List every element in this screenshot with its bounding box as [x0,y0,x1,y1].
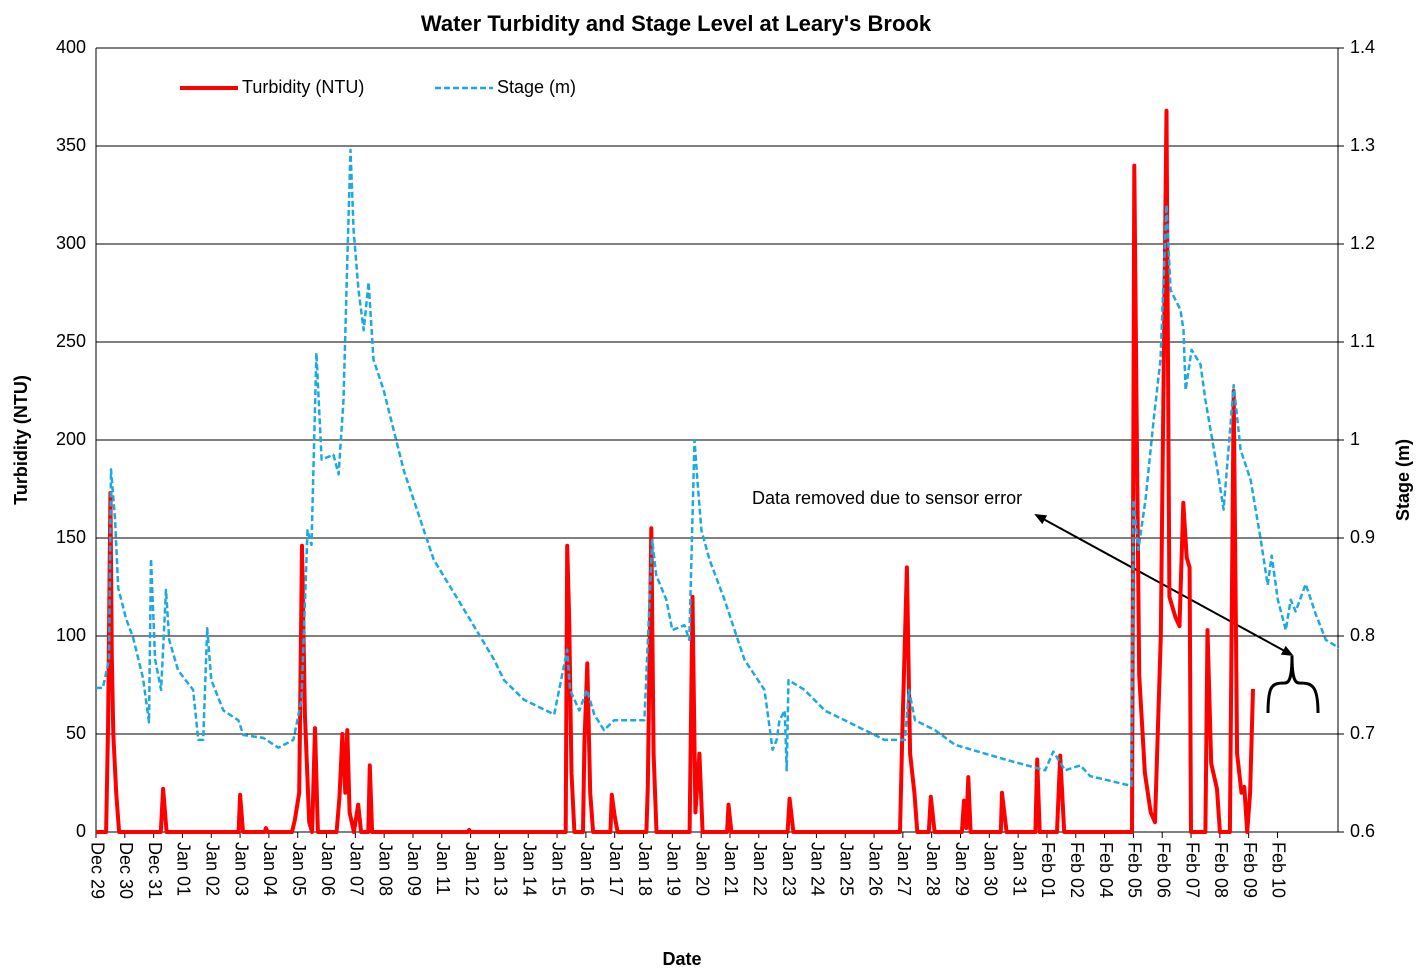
x-tick-label: Jan 22 [750,842,770,896]
x-tick-label: Jan 05 [289,842,309,896]
chart-title: Water Turbidity and Stage Level at Leary… [421,11,932,36]
x-tick-label: Jan 19 [664,842,684,896]
x-tick-label: Jan 06 [318,842,338,896]
x-tick-label: Jan 25 [836,842,856,896]
y-tick-label: 350 [56,135,86,155]
x-tick-label: Jan 20 [692,842,712,896]
x-tick-label: Jan 29 [952,842,972,896]
x-tick-label: Feb 04 [1096,842,1116,898]
x-tick-label: Jan 28 [923,842,943,896]
x-tick-label: Jan 26 [865,842,885,896]
y2-tick-label: 1.2 [1350,233,1375,253]
legend-label: Stage (m) [497,77,576,97]
series-line [96,108,1255,834]
x-tick-label: Jan 12 [462,842,482,896]
x-tick-label: Jan 03 [231,842,251,896]
annotation: Data removed due to sensor error [752,488,1022,508]
x-tick-label: Jan 01 [174,842,194,896]
x-axis-label: Date [662,949,701,969]
x-tick-label: Feb 01 [1038,842,1058,898]
y2-tick-label: 1 [1350,429,1360,449]
x-tick-label: Jan 21 [721,842,741,896]
y2-tick-label: 1.1 [1350,331,1375,351]
x-tick-label: Feb 07 [1182,842,1202,898]
x-tick-label: Jan 02 [203,842,223,896]
x-tick-label: Jan 15 [548,842,568,896]
x-tick-label: Jan 24 [808,842,828,896]
x-tick-label: Jan 14 [520,842,540,896]
y-tick-label: 250 [56,331,86,351]
y-axis-label: Turbidity (NTU) [11,375,31,505]
x-tick-label: Dec 30 [116,842,136,899]
x-tick-label: Jan 17 [606,842,626,896]
x-tick-label: Feb 06 [1153,842,1173,898]
y2-tick-label: 1.3 [1350,135,1375,155]
y-tick-label: 100 [56,625,86,645]
y-tick-label: 200 [56,429,86,449]
y2-tick-label: 0.6 [1350,821,1375,841]
x-tick-label: Jan 09 [404,842,424,896]
x-tick-label: Jan 11 [433,842,453,895]
x-tick-label: Jan 16 [577,842,597,896]
x-tick-label: Feb 05 [1125,842,1145,898]
y2-tick-label: 0.7 [1350,723,1375,743]
y2-tick-label: 0.9 [1350,527,1375,547]
x-tick-label: Feb 08 [1211,842,1231,898]
x-tick-label: Feb 09 [1240,842,1260,898]
x-tick-label: Dec 31 [145,842,165,899]
x-tick-label: Jan 08 [375,842,395,896]
x-tick-label: Jan 13 [491,842,511,896]
y2-tick-label: 0.8 [1350,625,1375,645]
x-tick-label: Jan 27 [894,842,914,896]
x-tick-label: Jan 31 [1009,842,1029,896]
series-line [96,148,1340,788]
y-tick-label: 50 [66,723,86,743]
legend-label: Turbidity (NTU) [242,77,364,97]
annotation-arrow [1034,514,1294,656]
x-tick-label: Jan 04 [260,842,280,896]
x-tick-label: Jan 18 [635,842,655,896]
y-tick-label: 0 [76,821,86,841]
y2-tick-label: 1.4 [1350,37,1375,57]
x-tick-label: Feb 10 [1269,842,1289,898]
y-tick-label: 400 [56,37,86,57]
y-tick-label: 300 [56,233,86,253]
y-tick-label: 150 [56,527,86,547]
x-tick-label: Jan 30 [981,842,1001,896]
y2-axis-label: Stage (m) [1393,439,1413,521]
x-tick-label: Jan 07 [347,842,367,896]
x-tick-label: Dec 29 [87,842,107,899]
bracket [1266,655,1320,714]
x-tick-label: Jan 23 [779,842,799,896]
x-tick-label: Feb 02 [1067,842,1087,898]
